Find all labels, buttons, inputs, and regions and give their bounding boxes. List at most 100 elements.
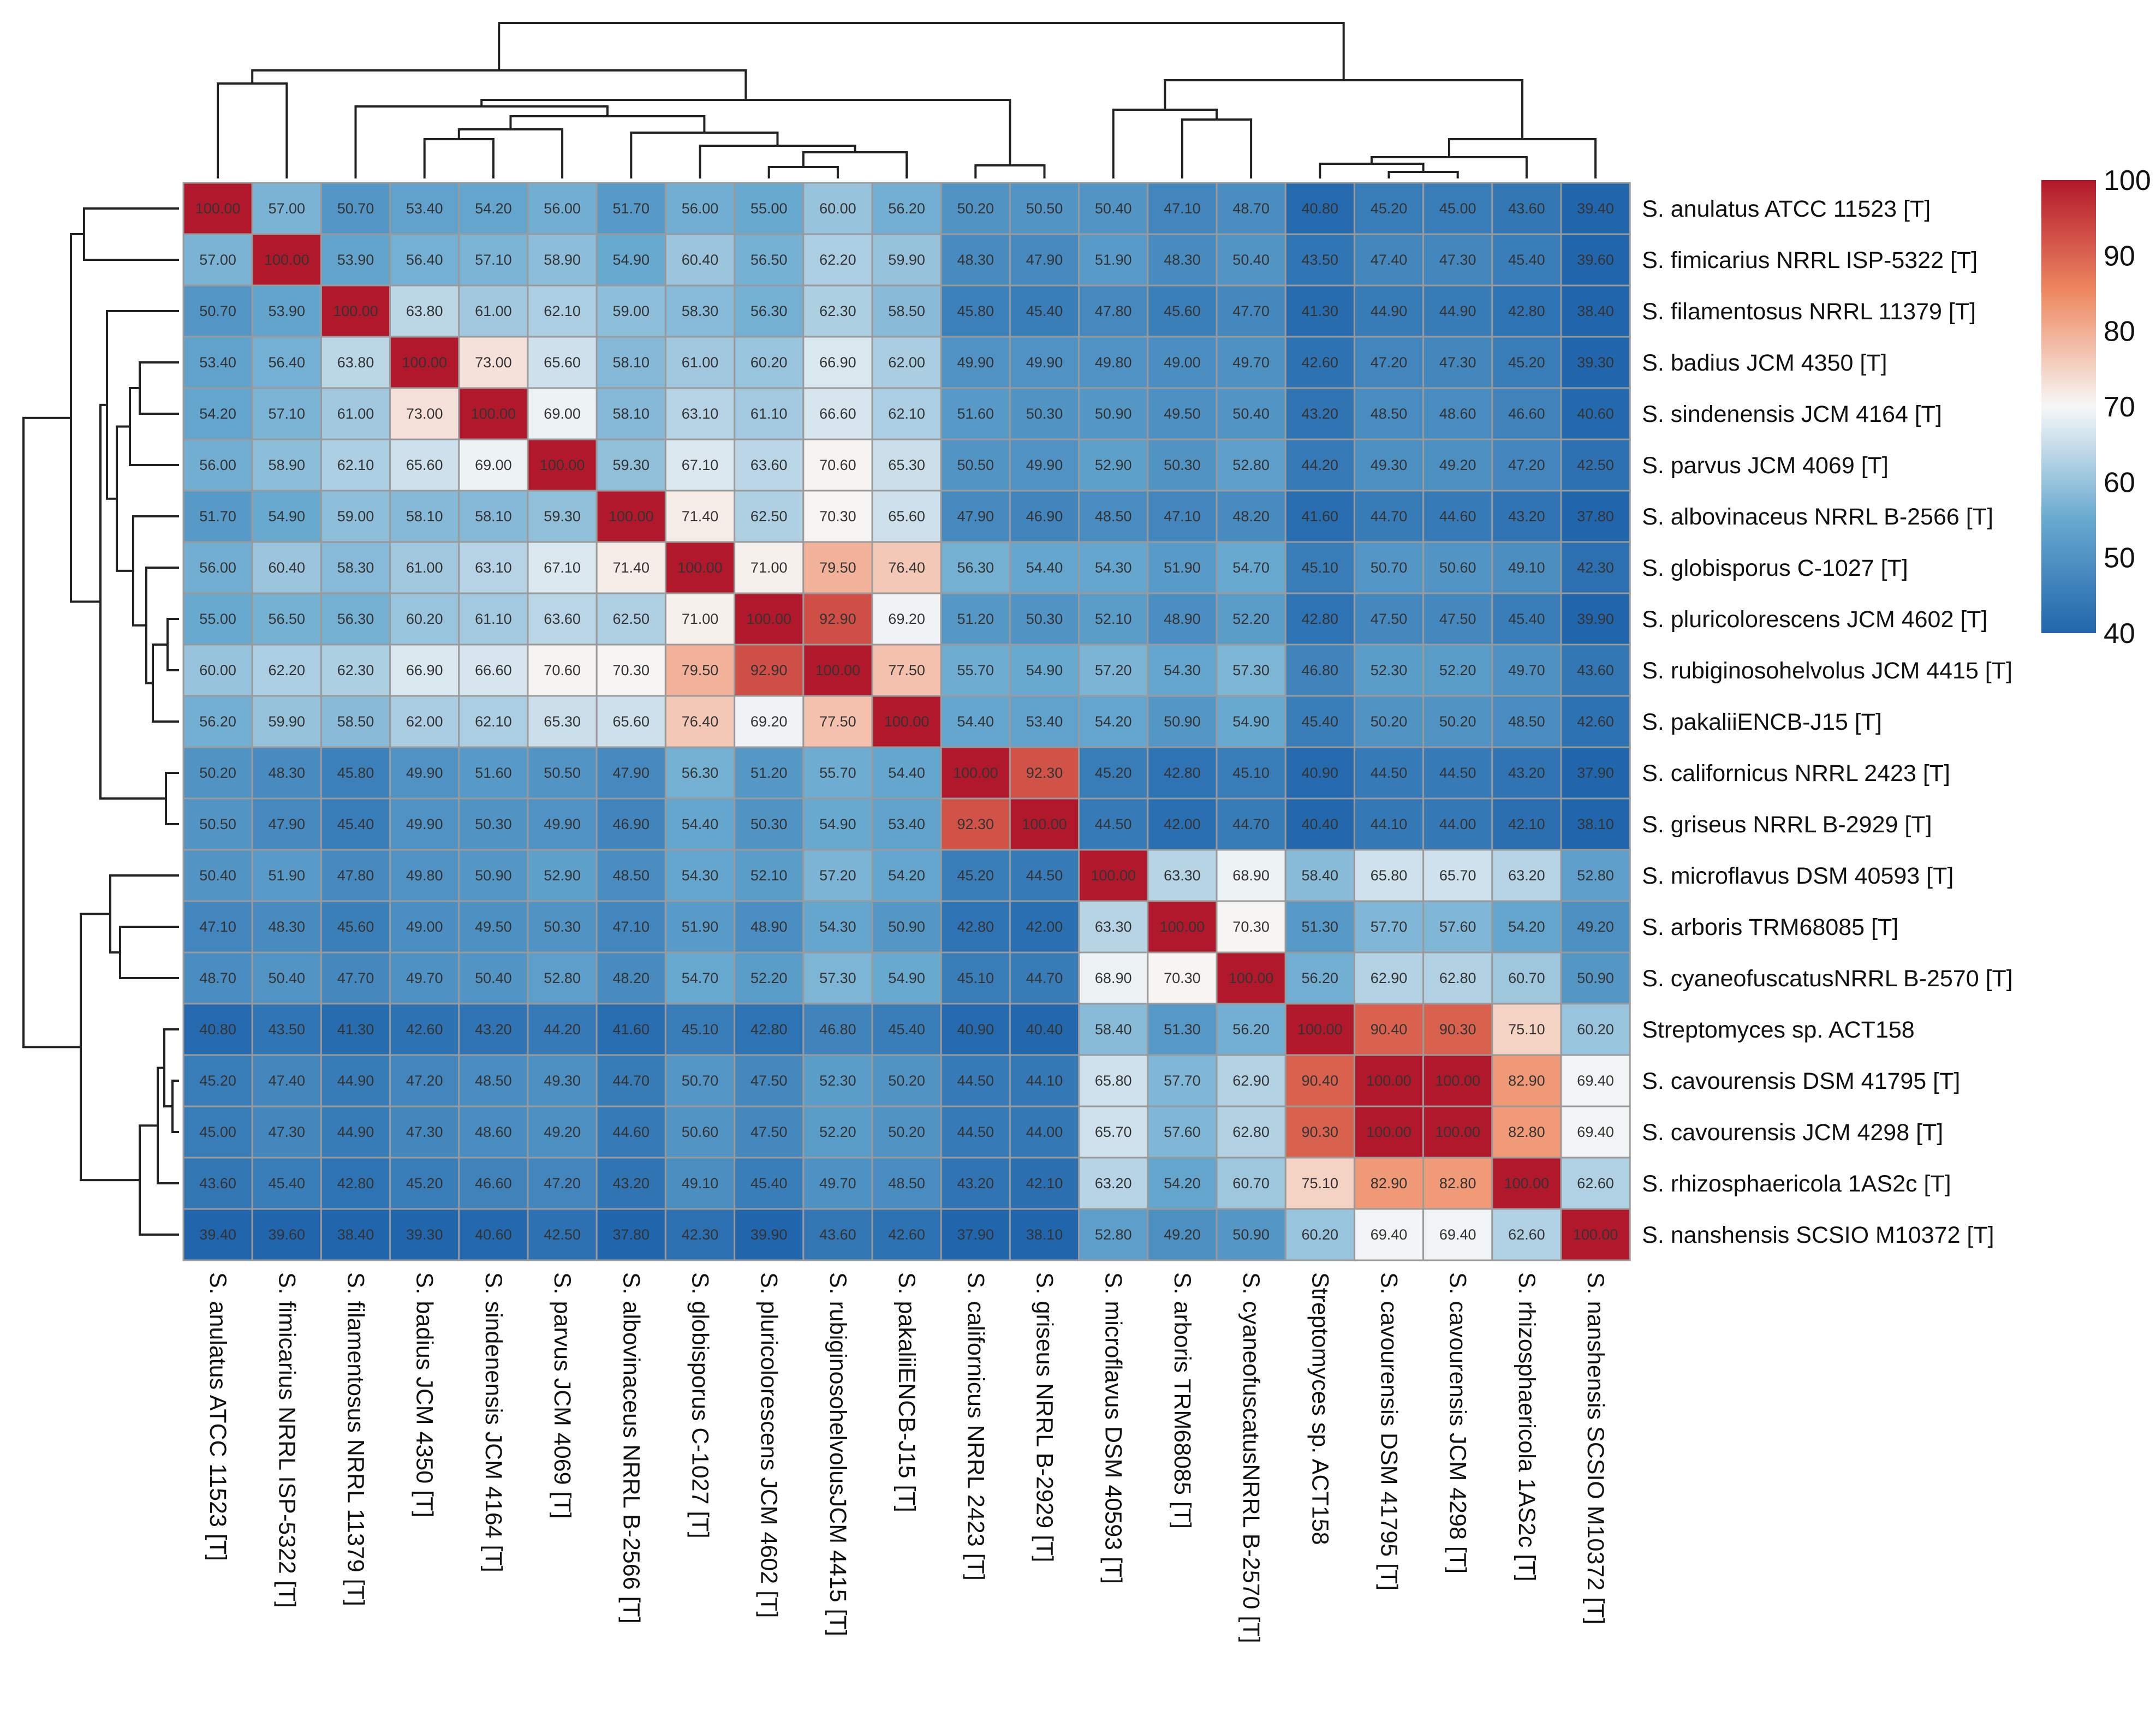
cell-value-label: 54.40 [682,816,719,832]
cell-value-label: 62.20 [819,252,856,268]
heatmap-cell [871,438,942,492]
cell-value-label: 100.00 [884,713,930,730]
heatmap-cell [664,643,736,697]
cell-value-label: 56.00 [199,559,236,576]
cell-value-label: 65.60 [613,713,650,730]
heatmap-cell [1078,1003,1149,1056]
cell-value-label: 57.00 [199,252,236,268]
row-label: S. anulatus ATCC 11523 [T] [1642,196,1931,222]
heatmap-cell [527,849,598,902]
cell-value-label: 71.00 [682,611,719,627]
cell-value-label: 52.20 [819,1124,856,1140]
heatmap-cell [458,490,529,543]
heatmap-cell [1353,849,1425,902]
heatmap-cell [1216,695,1287,748]
heatmap-cell [1147,490,1218,543]
column-label: S. rhizosphaericola 1AS2c [T] [1514,1272,1540,1581]
cell-value-label: 38.40 [1577,303,1614,319]
cell-value-label: 62.60 [1508,1226,1545,1243]
heatmap-cell [1216,336,1287,389]
cell-value-label: 56.20 [1302,970,1339,986]
cell-value-label: 42.60 [888,1226,925,1243]
heatmap-cell [1560,233,1631,287]
cell-value-label: 50.30 [1026,611,1063,627]
cell-value-label: 47.10 [199,919,236,935]
heatmap-cell [802,797,873,851]
cell-value-label: 100.00 [1160,919,1205,935]
heatmap-cell [1078,284,1149,338]
heatmap-cell [1353,490,1425,543]
heatmap-cell [1422,1105,1493,1159]
heatmap-cell [458,951,529,1005]
cell-value-label: 75.10 [1302,1175,1339,1191]
cell-value-label: 40.60 [1577,406,1614,422]
cell-value-label: 54.30 [1095,559,1132,576]
cell-value-label: 44.50 [1439,765,1476,781]
cell-value-label: 44.00 [1439,816,1476,832]
heatmap-cell [871,1208,942,1261]
heatmap-cell [802,900,873,954]
cell-value-label: 47.50 [751,1072,788,1089]
cell-value-label: 54.20 [1164,1175,1201,1191]
cell-value-label: 52.10 [751,867,788,884]
cell-value-label: 54.30 [1164,662,1201,678]
cell-value-label: 41.60 [613,1021,650,1038]
heatmap-cell [1147,1157,1218,1210]
heatmap-cell [595,1208,666,1261]
heatmap-cell [664,900,736,954]
heatmap-cell [940,592,1011,646]
cell-value-label: 58.40 [1095,1021,1132,1038]
heatmap-cell [389,695,460,748]
cell-value-label: 50.40 [199,867,236,884]
cell-value-label: 56.20 [199,713,236,730]
heatmap-cell [1422,387,1493,440]
heatmap-cell [940,336,1011,389]
heatmap-cell [320,695,391,748]
cell-value-label: 100.00 [1297,1021,1343,1038]
cell-value-label: 57.70 [1164,1072,1201,1089]
heatmap-cell [871,951,942,1005]
cell-value-label: 59.30 [613,457,650,473]
heatmap-cell [940,695,1011,748]
cell-value-label: 75.10 [1508,1021,1545,1038]
cell-value-label: 53.90 [337,252,374,268]
heatmap-cell [1560,592,1631,646]
heatmap-cell [1353,746,1425,800]
heatmap-cell [458,592,529,646]
cell-value-label: 39.30 [1577,354,1614,371]
cell-value-label: 54.90 [1232,713,1270,730]
cell-value-label: 39.90 [751,1226,788,1243]
heatmap-cell [595,1054,666,1107]
cell-value-label: 50.30 [1164,457,1201,473]
dendrogram-branch [157,1066,179,1184]
cell-value-label: 38.10 [1577,816,1614,832]
cell-value-label: 46.90 [1026,508,1063,525]
cell-value-label: 41.60 [1302,508,1339,525]
cell-value-label: 56.30 [957,559,994,576]
cell-value-label: 66.60 [819,406,856,422]
cell-value-label: 65.30 [544,713,581,730]
heatmap-cell [527,1105,598,1159]
cell-value-label: 59.90 [269,713,306,730]
dendrogram-branch [80,913,140,1182]
cell-value-label: 50.90 [1095,406,1132,422]
cell-value-label: 76.40 [682,713,719,730]
cell-value-label: 56.50 [751,252,788,268]
cell-value-label: 47.90 [1026,252,1063,268]
cell-value-label: 100.00 [746,611,791,627]
cell-value-label: 100.00 [402,354,447,371]
cell-value-label: 50.30 [544,919,581,935]
heatmap-cell [940,438,1011,492]
heatmap-cell [389,746,460,800]
cell-value-label: 44.20 [544,1021,581,1038]
cell-value-label: 43.20 [613,1175,650,1191]
heatmap-cell [182,336,253,389]
heatmap-cell [182,438,253,492]
cell-value-label: 56.20 [1232,1021,1270,1038]
column-label: Streptomyces sp. ACT158 [1307,1272,1333,1545]
colorbar-tick-label: 70 [2104,391,2135,423]
column-label: S. pluricolorescens JCM 4602 [T] [756,1272,782,1618]
cell-value-label: 63.10 [682,406,719,422]
heatmap-cell [1147,695,1218,748]
cell-value-label: 45.20 [957,867,994,884]
